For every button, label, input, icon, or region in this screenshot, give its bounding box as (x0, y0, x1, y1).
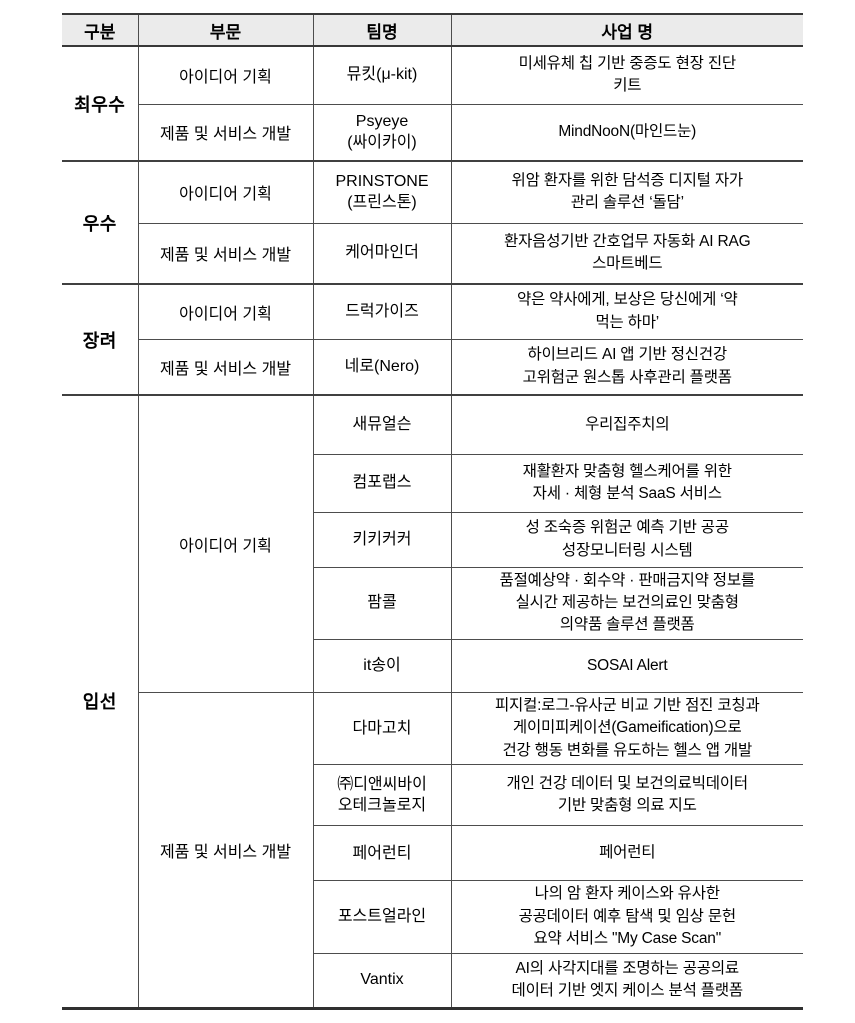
project-cell: 나의 암 환자 케이스와 유사한 공공데이터 예후 탐색 및 임상 문헌 요약 … (450, 880, 804, 954)
team-cell: 컴포랩스 (312, 453, 452, 513)
project-cell: 피지컬:로그-유사군 비교 기반 점진 코칭과 게이미피케이션(Gameific… (450, 691, 804, 766)
team-cell: 케어마인더 (312, 222, 452, 285)
grade-cell: 장려 (61, 283, 139, 396)
col-header-team: 팀명 (312, 13, 452, 47)
table-row: 키키커커 성 조숙증 위험군 예측 기반 공공 성장모니터링 시스템 (62, 511, 804, 568)
project-cell: 페어런티 (450, 825, 804, 882)
team-cell: 네로(Nero) (312, 338, 452, 396)
team-cell: 다마고치 (312, 691, 452, 766)
project-cell: 개인 건강 데이터 및 보건의료빅데이터 기반 맞춤형 의료 지도 (450, 764, 804, 827)
col-header-division: 부문 (137, 13, 314, 47)
table-row: 입선 아이디어 기획 새뮤얼슨 우리집주치의 (61, 393, 804, 1009)
team-cell: Vantix (312, 952, 452, 1009)
project-cell: 하이브리드 AI 앱 기반 정신건강 고위험군 원스톱 사후관리 플랫폼 (450, 338, 804, 396)
project-cell: 환자음성기반 간호업무 자동화 AI RAG 스마트베드 (450, 222, 804, 285)
grade-cell: 최우수 (61, 45, 139, 162)
team-cell: it송이 (312, 638, 452, 693)
col-header-project: 사업 명 (450, 13, 804, 47)
project-cell: 성 조숙증 위험군 예측 기반 공공 성장모니터링 시스템 (450, 511, 804, 568)
project-cell: MindNooN(마인드눈) (450, 103, 804, 162)
division-cell: 아이디어 기획 (137, 160, 314, 224)
table-row: 포스트얼라인 나의 암 환자 케이스와 유사한 공공데이터 예후 탐색 및 임상… (62, 880, 804, 954)
team-cell: 페어런티 (312, 825, 452, 882)
project-cell: 미세유체 칩 기반 중증도 현장 진단 키트 (450, 45, 804, 105)
table-row: ㈜디앤씨바이 오테크놀로지 개인 건강 데이터 및 보건의료빅데이터 기반 맞춤… (62, 764, 804, 827)
grade-cell: 입선 (61, 393, 139, 1009)
col-header-grade: 구분 (61, 13, 139, 47)
team-cell: 새뮤얼슨 (312, 394, 452, 455)
team-cell: 뮤킷(μ-kit) (312, 45, 452, 105)
table-row: 제품 및 서비스 개발 다마고치 피지컬:로그-유사군 비교 기반 점진 코칭과… (62, 691, 804, 1009)
project-cell: SOSAI Alert (450, 638, 804, 693)
project-cell: AI의 사각지대를 조명하는 공공의료 데이터 기반 엣지 케이스 분석 플랫폼 (450, 952, 804, 1009)
table-row: 제품 및 서비스 개발 네로(Nero) 하이브리드 AI 앱 기반 정신건강 … (62, 338, 804, 396)
division-cell: 제품 및 서비스 개발 (137, 222, 314, 285)
division-cell: 제품 및 서비스 개발 (137, 691, 314, 1009)
project-cell: 품절예상약 · 회수약 · 판매금지약 정보를 실시간 제공하는 보건의료인 맞… (450, 566, 804, 640)
table-row: 우수 아이디어 기획 PRINSTONE (프린스톤) 위암 환자를 위한 담석… (61, 160, 804, 285)
project-cell: 위암 환자를 위한 담석증 디지털 자가 관리 솔루션 ‘돌담’ (450, 160, 804, 224)
table-row: 장려 아이디어 기획 드럭가이즈 약은 약사에게, 보상은 당신에게 ‘약 먹는… (61, 283, 804, 396)
division-cell: 제품 및 서비스 개발 (137, 103, 314, 162)
team-cell: 팜콜 (312, 566, 452, 640)
division-cell: 제품 및 서비스 개발 (137, 338, 314, 396)
team-cell: ㈜디앤씨바이 오테크놀로지 (312, 764, 452, 827)
table-row: it송이 SOSAI Alert (62, 638, 804, 693)
division-cell: 아이디어 기획 (137, 283, 314, 340)
award-table: 구분 부문 팀명 사업 명 최우수 아이디어 기획 뮤킷(μ-kit) 미세유체… (61, 13, 804, 1010)
team-cell: Psyeye (싸이카이) (312, 103, 452, 162)
table-row: 컴포랩스 재활환자 맞춤형 헬스케어를 위한 자세 · 체형 분석 SaaS 서… (62, 453, 804, 513)
grade-cell: 우수 (61, 160, 139, 285)
header-row: 구분 부문 팀명 사업 명 (61, 13, 804, 47)
project-cell: 우리집주치의 (450, 394, 804, 455)
team-cell: 키키커커 (312, 511, 452, 568)
table-row: 페어런티 페어런티 (62, 825, 804, 882)
project-cell: 약은 약사에게, 보상은 당신에게 ‘약 먹는 하마’ (450, 283, 804, 340)
team-cell: 포스트얼라인 (312, 880, 452, 954)
table-row: 최우수 아이디어 기획 뮤킷(μ-kit) 미세유체 칩 기반 중증도 현장 진… (61, 45, 804, 162)
table-row: 팜콜 품절예상약 · 회수약 · 판매금지약 정보를 실시간 제공하는 보건의료… (62, 566, 804, 640)
team-cell: PRINSTONE (프린스톤) (312, 160, 452, 224)
table-row: 제품 및 서비스 개발 Psyeye (싸이카이) MindNooN(마인드눈) (62, 103, 804, 162)
project-cell: 재활환자 맞춤형 헬스케어를 위한 자세 · 체형 분석 SaaS 서비스 (450, 453, 804, 513)
division-cell: 아이디어 기획 (137, 393, 314, 693)
table-row: 제품 및 서비스 개발 케어마인더 환자음성기반 간호업무 자동화 AI RAG… (62, 222, 804, 285)
table-row: Vantix AI의 사각지대를 조명하는 공공의료 데이터 기반 엣지 케이스… (62, 952, 804, 1009)
team-cell: 드럭가이즈 (312, 283, 452, 340)
division-cell: 아이디어 기획 (137, 45, 314, 105)
